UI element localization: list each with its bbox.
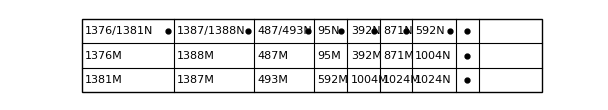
Text: 392M: 392M xyxy=(351,51,382,60)
Text: 871N: 871N xyxy=(383,26,413,36)
Text: 592M: 592M xyxy=(317,75,348,85)
Text: 95M: 95M xyxy=(317,51,341,60)
Text: 1024N: 1024N xyxy=(415,75,452,85)
Text: 1388M: 1388M xyxy=(177,51,215,60)
Text: 493M: 493M xyxy=(257,75,288,85)
Text: 1004N: 1004N xyxy=(415,51,452,60)
Text: 1387M: 1387M xyxy=(177,75,215,85)
Text: 487/493N: 487/493N xyxy=(257,26,312,36)
Text: 487M: 487M xyxy=(257,51,288,60)
Text: 95N: 95N xyxy=(317,26,340,36)
Text: 871M: 871M xyxy=(383,51,414,60)
Text: 592N: 592N xyxy=(415,26,445,36)
Text: 1381M: 1381M xyxy=(85,75,123,85)
Text: 1376/1381N: 1376/1381N xyxy=(85,26,153,36)
Text: 1024M: 1024M xyxy=(383,75,421,85)
Text: 1004M: 1004M xyxy=(351,75,389,85)
Text: 1387/1388N: 1387/1388N xyxy=(177,26,246,36)
Text: 392N: 392N xyxy=(351,26,381,36)
Bar xyxy=(81,19,542,92)
Text: 1376M: 1376M xyxy=(85,51,123,60)
